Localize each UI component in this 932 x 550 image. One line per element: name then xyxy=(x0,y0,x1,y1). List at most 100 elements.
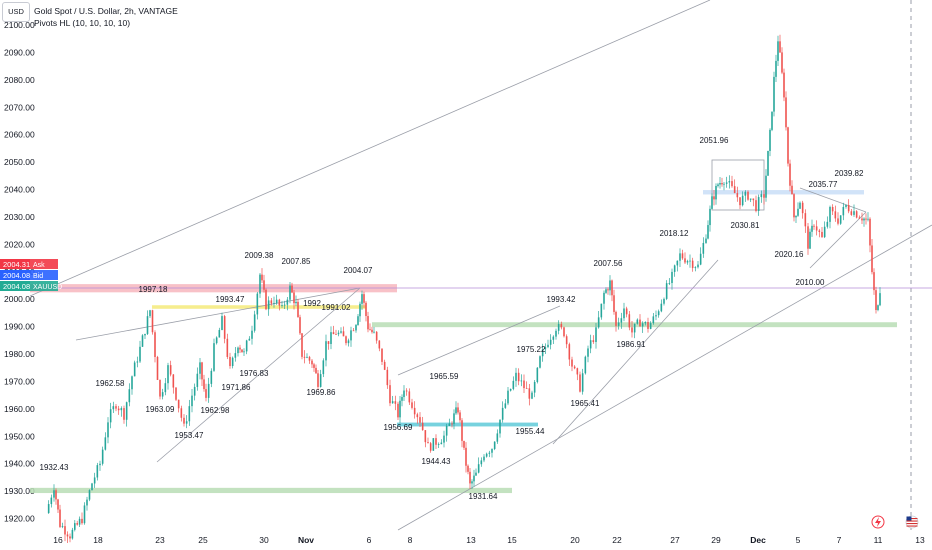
currency-label[interactable]: USD xyxy=(2,2,30,22)
candle xyxy=(199,358,201,380)
candle xyxy=(408,388,411,405)
us-flag-icon[interactable] xyxy=(905,515,919,529)
pivot-label: 1953.47 xyxy=(175,431,204,440)
candle xyxy=(779,34,781,54)
pivot-label: 1971.86 xyxy=(222,383,251,392)
candle xyxy=(539,355,541,369)
candle xyxy=(457,402,459,415)
candle xyxy=(141,334,144,348)
candle xyxy=(496,429,499,444)
candle xyxy=(265,288,267,311)
candle xyxy=(728,175,731,189)
candle xyxy=(369,323,371,331)
pivot-label: 1963.09 xyxy=(146,405,175,414)
candle xyxy=(475,468,477,476)
x-tick-label: Nov xyxy=(298,535,314,545)
trend-line[interactable] xyxy=(397,305,561,376)
candle xyxy=(673,264,676,277)
pivot-label: 2009.38 xyxy=(245,251,274,260)
candle xyxy=(686,259,689,265)
light-blue-zone[interactable] xyxy=(703,190,864,195)
candle xyxy=(847,199,850,214)
candle xyxy=(736,186,739,202)
trend-line[interactable] xyxy=(75,287,361,341)
range-box[interactable] xyxy=(711,159,765,211)
candle xyxy=(397,401,399,420)
trend-line[interactable] xyxy=(397,224,932,531)
y-tick-label: 2000.00 xyxy=(4,294,35,304)
candle xyxy=(555,328,557,340)
trend-line[interactable] xyxy=(799,187,867,213)
candle xyxy=(88,489,91,502)
candle xyxy=(183,414,185,427)
candle xyxy=(139,340,141,364)
candle xyxy=(109,402,112,429)
candle xyxy=(424,430,427,448)
candle xyxy=(367,311,369,333)
candle xyxy=(809,228,811,249)
trend-line[interactable] xyxy=(809,211,867,269)
candle xyxy=(834,205,837,222)
candle xyxy=(345,335,347,346)
candle xyxy=(581,368,584,395)
pivot-label: 2030.81 xyxy=(731,221,760,230)
cyan-zone[interactable] xyxy=(397,422,538,427)
candle xyxy=(595,323,597,349)
candle xyxy=(167,362,169,390)
candle xyxy=(587,345,589,363)
trend-line[interactable] xyxy=(156,287,361,463)
pivot-label: 2035.77 xyxy=(809,180,838,189)
candle xyxy=(600,303,603,320)
pivot-label: 1962.98 xyxy=(201,406,230,415)
candle xyxy=(681,249,684,260)
candle xyxy=(465,442,467,473)
candle xyxy=(625,306,628,318)
candle xyxy=(229,352,231,369)
candle xyxy=(231,356,234,369)
candle xyxy=(273,296,275,308)
candle xyxy=(705,234,707,244)
y-tick-label: 2080.00 xyxy=(4,75,35,85)
candle xyxy=(332,325,335,335)
candle xyxy=(777,35,779,66)
pivot-label: 1993.42 xyxy=(547,295,576,304)
price-tag-label: Ask xyxy=(33,262,45,269)
candle xyxy=(565,334,568,349)
candle xyxy=(47,500,50,514)
candle xyxy=(829,205,831,229)
pivot-label: 1965.41 xyxy=(571,399,600,408)
candle xyxy=(128,383,131,407)
candle xyxy=(547,339,549,349)
trend-line[interactable] xyxy=(29,0,711,297)
candle xyxy=(55,488,57,505)
candle xyxy=(453,409,455,430)
candle xyxy=(771,111,773,132)
pivot-label: 2018.12 xyxy=(660,229,689,238)
candle xyxy=(733,179,736,194)
candle xyxy=(125,401,128,427)
candle xyxy=(507,387,509,406)
indicator-label: Pivots HL (10, 10, 10, 10) xyxy=(34,18,131,28)
candle xyxy=(605,287,607,294)
price-tag: 2004.08 Bid xyxy=(0,270,58,280)
candle xyxy=(459,410,461,423)
pivot-label: 1993.47 xyxy=(216,295,245,304)
candle xyxy=(188,399,191,426)
pivot-label: 2007.56 xyxy=(594,259,623,268)
trend-line[interactable] xyxy=(552,259,719,445)
support-zone-green-lower[interactable] xyxy=(30,487,512,494)
pivot-label: 1962.58 xyxy=(96,379,125,388)
candle xyxy=(477,457,480,474)
candle xyxy=(755,195,757,213)
candle xyxy=(839,215,842,225)
candle xyxy=(769,128,771,157)
candle xyxy=(399,396,401,424)
yellow-zone[interactable] xyxy=(152,305,366,309)
flash-icon[interactable] xyxy=(871,515,885,529)
candle xyxy=(787,126,789,167)
candle xyxy=(863,217,865,227)
candle xyxy=(877,304,879,312)
